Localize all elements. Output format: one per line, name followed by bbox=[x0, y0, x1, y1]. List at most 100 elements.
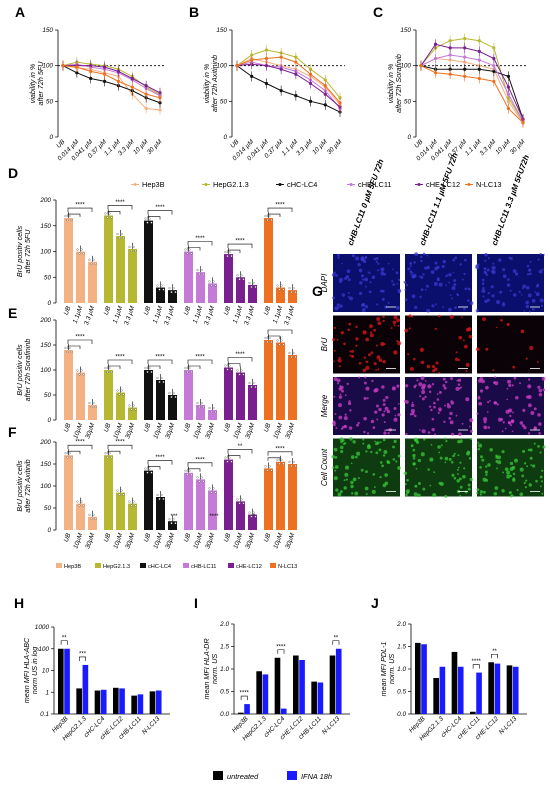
x-tick-label: UB bbox=[223, 422, 233, 433]
cell-signal bbox=[358, 361, 362, 365]
cell-signal bbox=[501, 489, 505, 493]
cell-signal bbox=[458, 335, 462, 340]
bar bbox=[100, 689, 107, 714]
replicate-dot bbox=[186, 370, 189, 374]
bar bbox=[512, 666, 519, 714]
cell-signal bbox=[455, 414, 458, 417]
replicate-dot bbox=[224, 364, 227, 367]
y-tick-label: 2.0 bbox=[219, 621, 229, 628]
cell-signal bbox=[456, 293, 459, 296]
x-tick: UB bbox=[263, 305, 273, 316]
bar bbox=[156, 497, 165, 530]
replicate-dot bbox=[190, 473, 193, 476]
cell-signal bbox=[343, 342, 346, 346]
cell-signal bbox=[463, 467, 466, 470]
cell-signal bbox=[354, 455, 358, 459]
cell-signal bbox=[431, 383, 435, 386]
replicate-dot bbox=[144, 217, 147, 220]
replicate-dot bbox=[150, 221, 153, 224]
bar bbox=[276, 287, 285, 303]
x-tick-label: UB bbox=[103, 422, 113, 433]
data-point bbox=[477, 49, 481, 54]
x-tick: UB bbox=[223, 532, 233, 543]
cell-signal bbox=[451, 286, 456, 291]
cell-signal bbox=[476, 488, 480, 492]
y-axis-label-line: mean MFI HLA-DR bbox=[202, 638, 211, 699]
cell-signal bbox=[445, 440, 448, 443]
significance-bracket bbox=[267, 329, 293, 334]
significance-label: **** bbox=[155, 355, 165, 361]
x-tick-label: UB bbox=[413, 138, 425, 150]
significance-bracket bbox=[67, 450, 81, 455]
cell-signal bbox=[394, 414, 397, 417]
replicate-dot bbox=[162, 380, 165, 384]
cell-signal bbox=[511, 384, 514, 387]
cell-signal bbox=[434, 303, 437, 306]
cell-signal bbox=[511, 430, 514, 433]
legend-marker bbox=[278, 183, 282, 186]
y-axis-label-line: after 72h Axitininb bbox=[210, 55, 219, 112]
y-axis-label-line: mean MFI PDL-1 bbox=[379, 642, 388, 697]
legend-marker bbox=[133, 183, 137, 186]
cell-signal bbox=[341, 389, 345, 393]
cell-signal bbox=[500, 418, 504, 421]
x-tick-label: 30µM bbox=[284, 532, 296, 550]
x-tick: 30 µM bbox=[146, 138, 164, 156]
bar bbox=[131, 695, 137, 714]
y-tick-label: 100 bbox=[40, 367, 51, 374]
cell-signal bbox=[458, 432, 462, 437]
bar bbox=[476, 672, 482, 714]
cell-signal bbox=[384, 406, 389, 411]
cell-signal bbox=[332, 296, 335, 300]
replicate-dot bbox=[92, 513, 95, 516]
x-tick: 30µM bbox=[284, 422, 296, 440]
replicate-dot bbox=[64, 452, 67, 455]
cell-signal bbox=[411, 294, 416, 299]
cell-signal bbox=[420, 288, 424, 292]
bar bbox=[128, 248, 137, 303]
significance-bracket bbox=[67, 444, 93, 450]
cell-signal bbox=[516, 488, 519, 492]
microscopy-image bbox=[331, 437, 401, 497]
microscopy-column-header: cHB-LC11 0 µM 5FU 72h bbox=[346, 158, 386, 247]
replicate-dot bbox=[230, 368, 233, 371]
y-tick-label: 100 bbox=[42, 63, 53, 70]
cell-signal bbox=[371, 379, 374, 383]
cell-signal bbox=[414, 384, 417, 387]
microscopy-image-bg bbox=[333, 254, 400, 312]
cell-signal bbox=[370, 351, 374, 355]
replicate-dot bbox=[170, 395, 173, 399]
cell-signal bbox=[395, 271, 399, 275]
cell-signal bbox=[382, 359, 386, 364]
microscopy-image bbox=[475, 252, 545, 313]
x-tick-label: 3.3 µM bbox=[123, 305, 137, 327]
y-axis-label-line: norm US in log bbox=[30, 647, 39, 695]
cell-signal bbox=[350, 349, 354, 353]
data-point bbox=[89, 64, 93, 68]
microscopy-image-bg bbox=[405, 315, 472, 374]
replicate-dot bbox=[236, 498, 239, 501]
cell-signal bbox=[362, 442, 365, 445]
cell-signal bbox=[412, 448, 416, 452]
microscopy-row-header: Merge bbox=[320, 394, 329, 417]
cell-signal bbox=[452, 454, 455, 458]
replicate-dot bbox=[208, 487, 211, 490]
x-tick: UB bbox=[263, 422, 273, 433]
cell-signal bbox=[379, 461, 383, 464]
cell-signal bbox=[461, 278, 464, 281]
cell-signal bbox=[422, 383, 426, 388]
data-point bbox=[235, 64, 239, 68]
cell-signal bbox=[457, 383, 461, 386]
microscopy-column-header: cHB-LC11 1.1 µM 5FU 72h bbox=[418, 152, 460, 247]
data-point bbox=[294, 60, 298, 64]
replicate-dot bbox=[118, 493, 121, 496]
x-tick: 30 µM bbox=[509, 138, 527, 156]
replicate-dot bbox=[162, 497, 165, 501]
cell-signal bbox=[457, 358, 461, 362]
data-point bbox=[492, 79, 496, 83]
replicate-dot bbox=[250, 285, 253, 289]
cell-signal bbox=[453, 283, 457, 287]
cell-signal bbox=[453, 476, 457, 480]
y-axis-label: viability in % after 72h Axitininb bbox=[202, 55, 219, 112]
x-tick: 3.3 µM bbox=[478, 138, 497, 157]
